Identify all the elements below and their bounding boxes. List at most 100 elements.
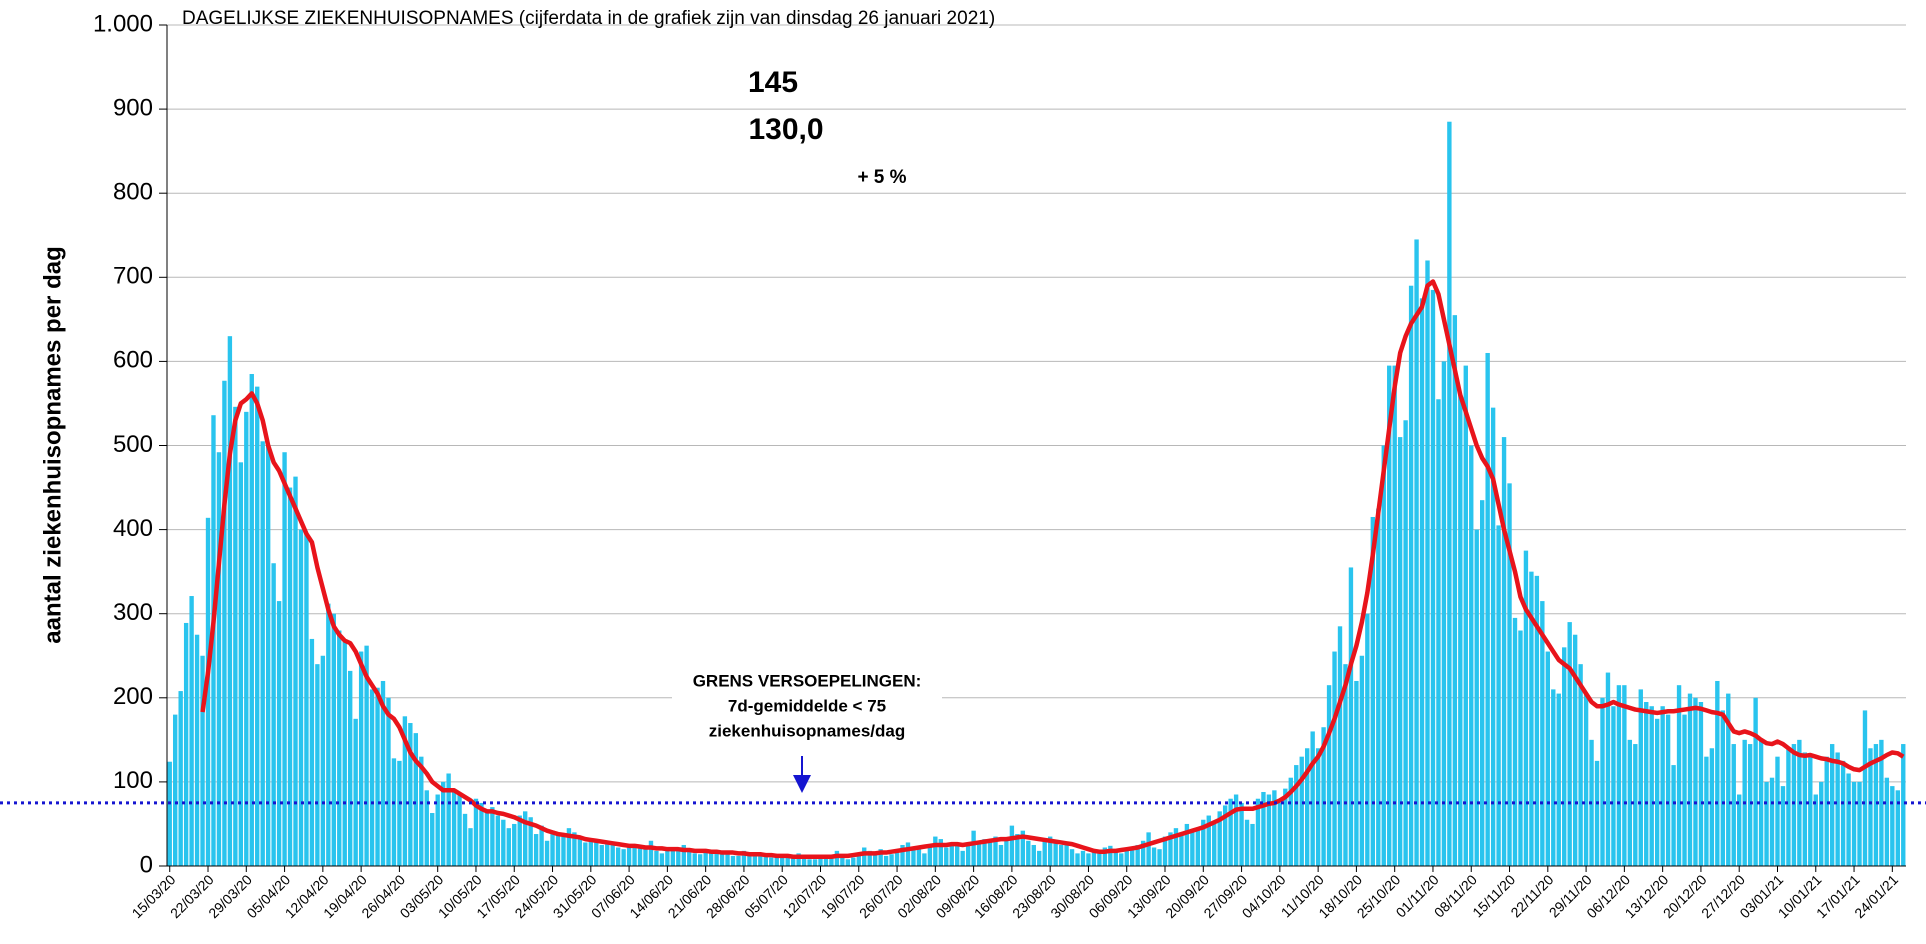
bar: [1682, 714, 1687, 866]
bar: [927, 844, 933, 866]
bar: [1562, 647, 1567, 866]
bar: [1201, 819, 1206, 866]
bar: [408, 723, 413, 866]
bar: [1693, 697, 1698, 866]
bar: [479, 802, 484, 866]
bar: [818, 855, 823, 866]
bar: [1649, 706, 1654, 866]
y-tick-label: 200: [113, 683, 153, 710]
bar: [599, 844, 604, 866]
bar: [1294, 765, 1299, 866]
threshold-note: GRENS VERSOEPELINGEN:: [693, 671, 922, 690]
bar: [610, 842, 615, 866]
bar: [1058, 844, 1064, 866]
bar: [785, 855, 790, 866]
bar: [326, 603, 331, 866]
bar: [1715, 680, 1720, 866]
bar: [1266, 794, 1272, 866]
bar: [1272, 790, 1277, 866]
bar: [1452, 315, 1458, 866]
bar: [955, 842, 960, 866]
bar: [1556, 693, 1561, 866]
bar: [1572, 634, 1578, 866]
bar: [763, 855, 768, 866]
bar: [1408, 285, 1414, 867]
bar: [1633, 744, 1638, 866]
bar: [1890, 786, 1895, 866]
bar: [501, 819, 506, 866]
title-backdrop: [178, 4, 1108, 34]
bar: [987, 842, 993, 866]
bar: [594, 842, 599, 866]
bar: [550, 830, 555, 866]
bar: [1458, 395, 1463, 866]
bar: [1551, 689, 1556, 866]
bar: [1255, 798, 1261, 866]
bar: [1009, 825, 1015, 866]
bar: [1611, 706, 1616, 866]
bar: [430, 813, 435, 866]
bar: [1704, 756, 1709, 866]
bar: [1004, 839, 1009, 866]
bar: [829, 857, 834, 866]
bar: [1507, 483, 1512, 866]
bar: [949, 845, 954, 866]
bar: [473, 798, 479, 866]
bar: [260, 441, 265, 866]
bar: [1119, 853, 1124, 866]
bar: [1305, 748, 1310, 866]
bar: [293, 476, 298, 866]
bar: [670, 849, 676, 866]
bar: [845, 859, 851, 866]
chart-title: DAGELIJKSE ZIEKENHUISOPNAMES (cijferdata…: [182, 8, 995, 29]
bar: [413, 733, 419, 866]
bar: [533, 834, 539, 866]
bar: [796, 853, 801, 866]
bar: [856, 853, 861, 866]
bar: [1567, 622, 1572, 866]
bar: [1436, 399, 1441, 866]
bar: [1654, 718, 1660, 866]
bar: [358, 651, 364, 866]
bar: [1075, 853, 1080, 866]
bar: [1080, 850, 1086, 866]
bar: [1326, 685, 1332, 866]
bar: [375, 687, 380, 866]
bar: [1283, 788, 1288, 866]
bar: [1042, 840, 1047, 866]
bar: [1354, 680, 1359, 866]
bar: [200, 655, 205, 866]
bar: [1277, 802, 1283, 866]
bar: [1315, 748, 1321, 866]
bar: [495, 815, 501, 866]
bar: [1758, 739, 1764, 866]
bar: [1140, 840, 1146, 866]
y-tick-label: 800: [113, 179, 153, 206]
bar: [1359, 655, 1365, 866]
bar: [1250, 823, 1255, 866]
bar: [1780, 786, 1786, 866]
bar: [1222, 805, 1228, 866]
y-tick-label: 300: [113, 599, 153, 626]
bar: [419, 756, 424, 866]
moving-average-line: [200, 279, 1905, 859]
bar: [1873, 744, 1879, 866]
bar: [1835, 752, 1840, 866]
bar: [736, 855, 741, 866]
bar: [676, 850, 681, 866]
bar: [1529, 571, 1534, 866]
bar: [1179, 834, 1184, 866]
bar: [938, 839, 943, 866]
bar: [665, 847, 670, 866]
bar: [790, 857, 796, 866]
y-tick-label: 700: [113, 263, 153, 290]
bar: [916, 849, 922, 866]
bar: [834, 850, 840, 866]
bar: [1365, 613, 1370, 866]
bar: [1332, 651, 1337, 866]
bar: [1441, 361, 1447, 866]
bar: [1901, 744, 1906, 866]
bar: [632, 845, 637, 866]
bar: [933, 836, 938, 866]
annotation: + 5 %: [857, 167, 906, 188]
